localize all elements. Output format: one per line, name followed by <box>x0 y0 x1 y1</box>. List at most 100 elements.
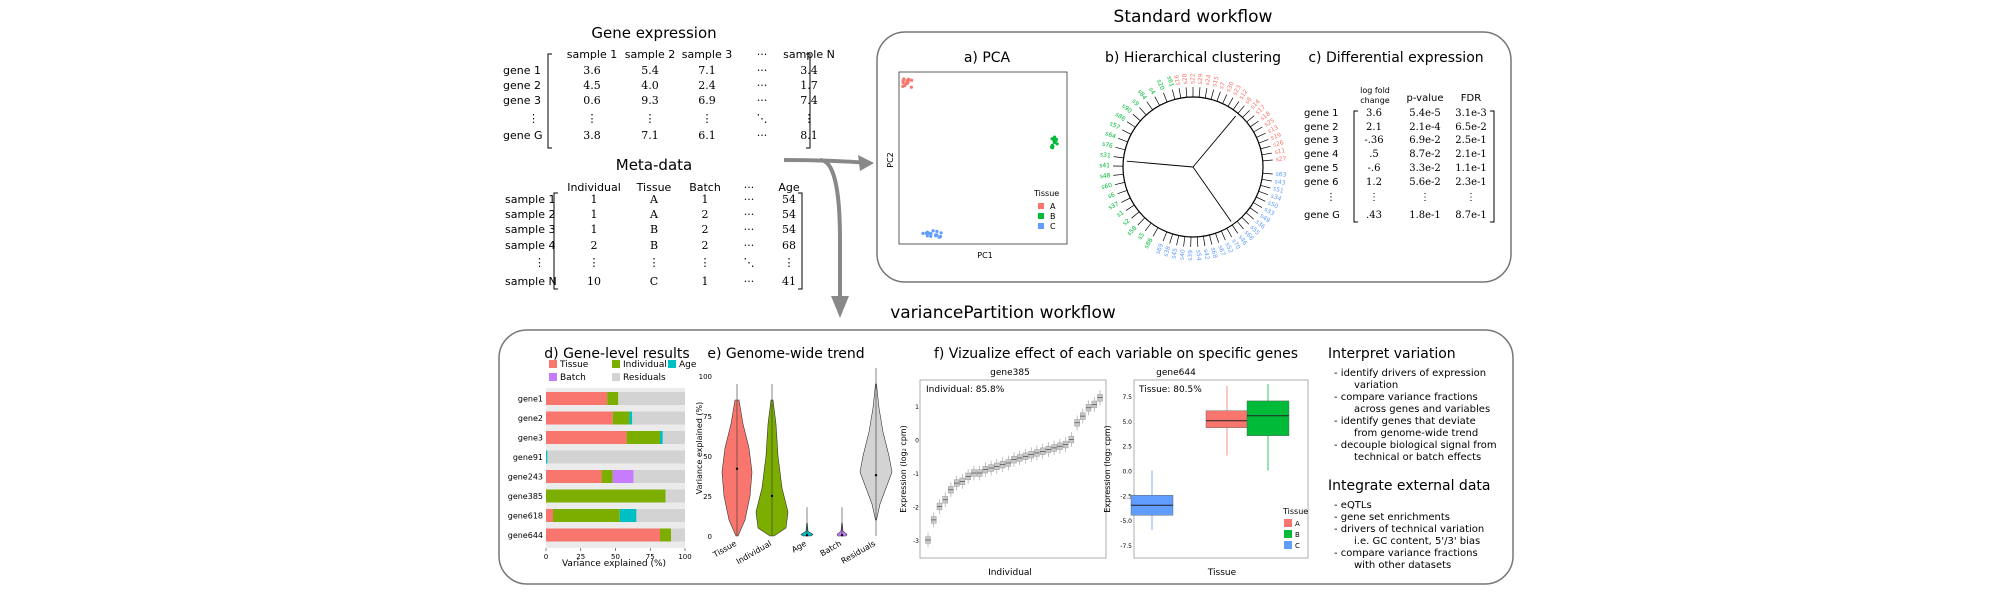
md-cell: ··· <box>744 239 755 252</box>
interpret-item: across genes and variables <box>1354 404 1490 415</box>
pca-point <box>940 231 943 234</box>
hclust-leaf-label: s4 <box>1147 86 1157 96</box>
genome-wide-category-label: Residuals <box>840 539 877 566</box>
hclust-branch <box>1228 98 1233 107</box>
de-col-header-lfc-2: change <box>1360 96 1390 105</box>
metadata-bracket-right <box>798 193 802 289</box>
hclust-branch <box>1237 221 1243 229</box>
hclust-branch <box>1216 233 1219 242</box>
hclust-branch <box>1263 160 1273 161</box>
de-cell: 8.7e-2 <box>1409 149 1441 160</box>
hclust-inner-branch <box>1193 116 1236 167</box>
genome-wide-category-label: Tissue <box>711 539 738 560</box>
integrate-item: - gene set enrichments <box>1334 512 1450 523</box>
gene-level-bar-segment <box>613 470 634 483</box>
g385-tick-label: 1 <box>915 404 919 411</box>
pca-point <box>935 230 938 233</box>
hclust-branch <box>1262 179 1272 181</box>
g644-tick-label: 0.0 <box>1122 469 1132 476</box>
gene-level-legend-label: Residuals <box>623 373 666 383</box>
de-bracket-right <box>1490 111 1494 222</box>
de-cell: 1.2 <box>1366 177 1382 188</box>
genome-wide-tick-label: 25 <box>703 493 712 501</box>
hclust-branch <box>1203 236 1205 246</box>
vp-workflow-title: variancePartition workflow <box>890 303 1116 323</box>
gene-level-bar-segment <box>620 509 637 522</box>
de-row-label: gene G <box>1304 210 1340 221</box>
hclust-leaf-label: s64 <box>1104 130 1117 140</box>
pca-point <box>906 81 909 84</box>
hclust-leaf-label: s37 <box>1107 200 1120 211</box>
ge-row-label: gene 3 <box>503 94 541 107</box>
de-row-label: gene 6 <box>1304 177 1339 188</box>
genome-wide-median <box>771 495 773 497</box>
ge-cell: 7.4 <box>800 94 818 107</box>
integrate-list: - eQTLs- gene set enrichments- drivers o… <box>1334 500 1484 571</box>
de-cell: 2.3e-1 <box>1455 177 1487 188</box>
de-row-label: gene 5 <box>1304 163 1339 174</box>
gene-level-bar-segment <box>546 451 547 464</box>
md-cell: B <box>650 239 658 252</box>
integrate-item: - drivers of technical variation <box>1334 524 1484 535</box>
hclust-leaf-label: s1 <box>1116 209 1126 219</box>
de-row-label: gene 2 <box>1304 122 1339 133</box>
ge-cell: 4.5 <box>583 79 601 92</box>
de-cell: ⋮ <box>1420 192 1430 203</box>
hclust-branch <box>1247 116 1255 122</box>
interpret-item: - identify genes that deviate <box>1334 416 1476 427</box>
gene-level-bar-segment <box>660 431 663 444</box>
gene-level-bar-segment <box>546 529 660 542</box>
md-cell: 10 <box>587 275 601 288</box>
pca-legend-swatch <box>1038 203 1044 209</box>
md-cell: 1 <box>591 193 598 206</box>
interpret-title: Interpret variation <box>1328 346 1456 362</box>
hclust-branch <box>1179 88 1181 98</box>
de-row-label: gene 4 <box>1304 149 1339 160</box>
g644-legend: ABC <box>1284 519 1300 550</box>
de-cell: 2.1e-4 <box>1409 122 1441 133</box>
gene-level-row-label: gene91 <box>513 453 543 462</box>
hclust-branch <box>1115 182 1125 184</box>
pca-legend-label: C <box>1050 222 1056 231</box>
de-row-label: gene 1 <box>1304 108 1339 119</box>
md-cell: A <box>649 193 659 206</box>
pca-point <box>929 235 932 238</box>
de-row-label: gene 3 <box>1304 135 1339 146</box>
md-cell: 2 <box>702 208 709 221</box>
ge-cell: ··· <box>757 79 768 92</box>
g644-legend-swatch <box>1284 541 1292 549</box>
gene-level-legend-swatch <box>549 373 557 381</box>
md-cell: 54 <box>782 208 796 221</box>
ge-row-label: gene 2 <box>503 79 541 92</box>
pca-xlabel: PC1 <box>977 251 993 260</box>
gene-level-bar-segment <box>602 470 613 483</box>
ge-cell: 3.4 <box>800 64 818 77</box>
gene-level-bar-segment <box>632 412 685 425</box>
hclust-branch <box>1113 174 1123 175</box>
de-title: c) Differential expression <box>1308 50 1483 66</box>
hclust-branch <box>1242 217 1249 224</box>
hclust-branch <box>1221 231 1225 240</box>
g644-tick-label: 2.5 <box>1122 444 1132 451</box>
md-cell: ··· <box>744 223 755 236</box>
ge-col-header: sample 1 <box>567 48 618 61</box>
ge-cell: ··· <box>757 94 768 107</box>
hclust-branch <box>1118 190 1127 193</box>
pca-point <box>907 78 910 81</box>
gene-level-bar-segment <box>636 509 685 522</box>
pca-point <box>934 234 937 237</box>
hclust-branch <box>1210 235 1212 245</box>
de-cell: 3.1e-3 <box>1455 108 1487 119</box>
pca-point <box>903 84 906 87</box>
de-bracket-left <box>1354 111 1358 222</box>
gene-level-legend-swatch <box>612 360 620 368</box>
md-cell: A <box>649 208 659 221</box>
gene-level-bar-segment <box>607 392 618 405</box>
ge-cell: 8.1 <box>800 129 818 142</box>
de-cell: 8.7e-1 <box>1455 210 1487 221</box>
g644-tick-label: -7.5 <box>1120 543 1132 550</box>
hclust-leaf-label: s40 <box>1179 249 1187 261</box>
arrow-to-vp-head <box>831 296 849 318</box>
ge-cell: ⋮ <box>645 112 656 125</box>
hclust-branch <box>1199 87 1200 97</box>
